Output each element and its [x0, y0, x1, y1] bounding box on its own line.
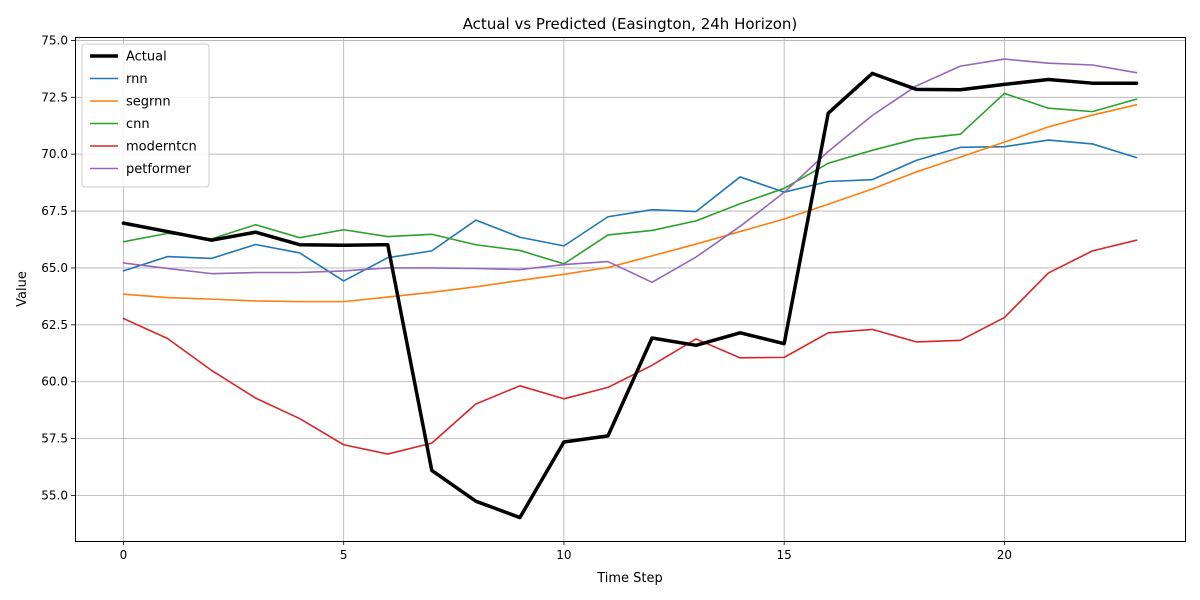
series-line-petformer — [122, 58, 1138, 284]
y-tick-label: 65.0 — [41, 261, 68, 275]
x-axis-label: Time Step — [596, 571, 663, 586]
ticks: 0 5 10 15 20 55.0 57.5 60.0 62.5 65.0 67.5 70.0 72.5… — [41, 33, 1012, 562]
y-tick-label: 55.0 — [41, 488, 68, 502]
legend-label-actual: Actual — [126, 50, 167, 65]
plot-frame — [75, 37, 1186, 542]
x-tick-label: 15 — [777, 548, 792, 562]
legend-label-rnn: rnn — [126, 72, 148, 87]
legend: Actual rnn segrnn cnn moderntcn petformer — [81, 43, 210, 188]
series-line-segrnn — [122, 104, 1138, 303]
series-layer — [121, 58, 1139, 520]
legend-label-cnn: cnn — [126, 117, 150, 132]
legend-label-petformer: petformer — [126, 162, 192, 177]
y-axis-label: Value — [15, 271, 30, 307]
y-tick-label: 57.5 — [41, 432, 68, 446]
series-line-cnn — [122, 92, 1138, 265]
y-tick-label: 70.0 — [41, 147, 68, 161]
series-line-moderntcn — [122, 239, 1138, 455]
legend-label-segrnn: segrnn — [126, 95, 171, 110]
y-tick-label: 72.5 — [41, 90, 68, 104]
series-line-actual — [121, 71, 1139, 520]
chart-title: Actual vs Predicted (Easington, 24h Hori… — [463, 15, 798, 33]
y-tick-label: 60.0 — [41, 375, 68, 389]
x-tick-label: 10 — [556, 548, 571, 562]
legend-box — [81, 43, 210, 188]
y-tick-label: 62.5 — [41, 318, 68, 332]
x-tick-label: 5 — [340, 548, 348, 562]
series-line-rnn — [122, 139, 1138, 282]
x-tick-label: 20 — [997, 548, 1012, 562]
y-tick-label: 67.5 — [41, 204, 68, 218]
legend-label-moderntcn: moderntcn — [126, 140, 197, 155]
grid — [75, 37, 1185, 541]
y-tick-label: 75.0 — [41, 33, 68, 47]
x-tick-label: 0 — [120, 548, 128, 562]
